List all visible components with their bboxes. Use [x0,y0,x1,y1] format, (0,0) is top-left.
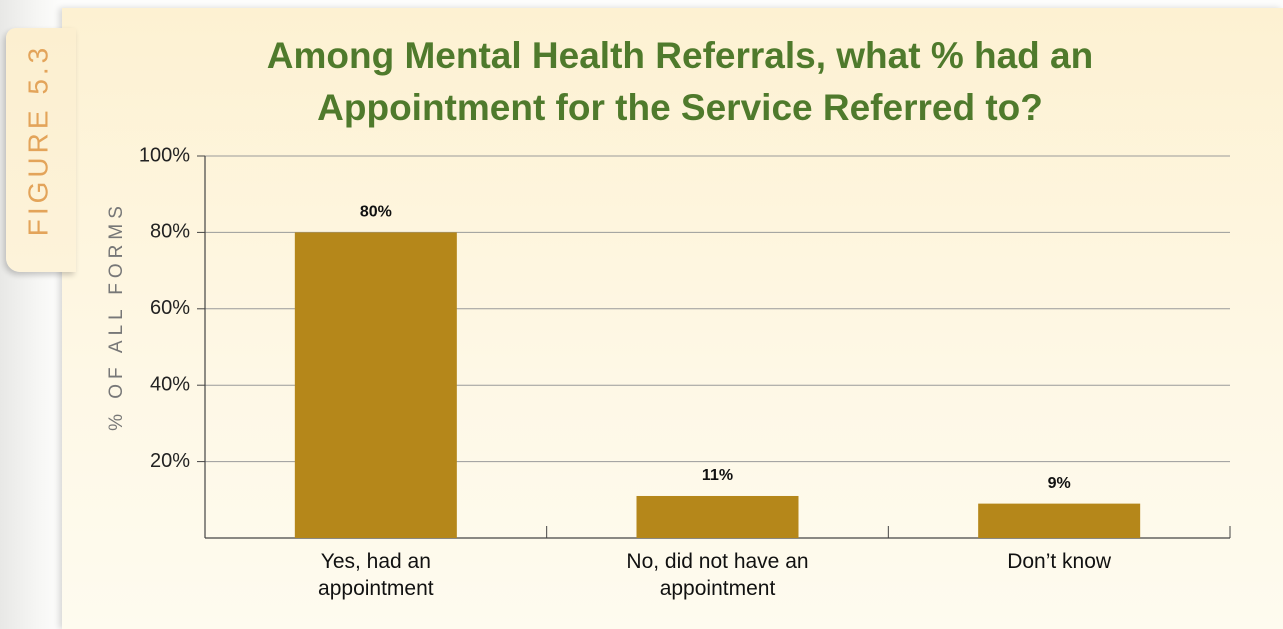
x-tick-label: Don’t know [1007,550,1112,573]
figure-tab [6,28,76,272]
y-tick-label: 100% [139,144,190,166]
data-label: 11% [702,467,733,484]
y-tick-label: 80% [150,221,190,243]
y-axis-label: % OF ALL FORMS [106,201,127,431]
x-tick-label: Yes, had an appointment [318,550,434,600]
figure-label: FIGURE 5.3 [22,44,53,236]
bar [294,232,457,538]
bar [978,503,1141,538]
x-tick-label: No, did not have an appointment [626,550,809,600]
data-label: 9% [1048,475,1071,492]
bar [636,495,799,538]
chart-title: Among Mental Health Referrals, what % ha… [266,35,1094,128]
y-tick-label: 60% [150,297,190,319]
data-label: 80% [360,204,392,221]
y-tick-label: 20% [150,450,190,472]
y-tick-label: 40% [150,373,190,395]
